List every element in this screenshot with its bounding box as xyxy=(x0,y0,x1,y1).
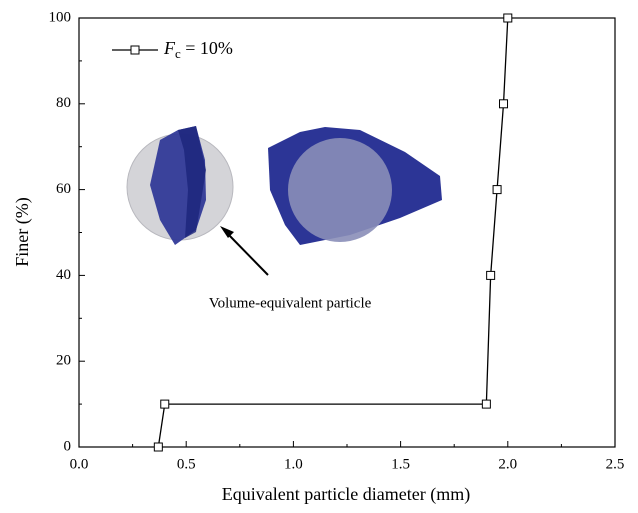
y-tick-label: 80 xyxy=(56,95,71,111)
data-point xyxy=(486,270,496,280)
annotation: Volume-equivalent particle xyxy=(209,295,372,311)
x-tick-label: 0.0 xyxy=(70,456,89,472)
sphere xyxy=(288,138,392,242)
y-tick-label: 40 xyxy=(56,267,71,283)
y-tick-label: 100 xyxy=(49,9,72,25)
particle-illustration xyxy=(126,126,442,276)
data-point xyxy=(492,185,502,195)
data-point xyxy=(499,99,509,109)
x-tick-label: 2.5 xyxy=(606,456,625,472)
data-point xyxy=(503,13,513,23)
data-point xyxy=(481,399,491,409)
x-tick-label: 1.5 xyxy=(391,456,410,472)
particle-shade xyxy=(178,126,206,238)
legend-marker xyxy=(130,45,140,55)
y-tick-label: 20 xyxy=(56,353,71,369)
data-point xyxy=(160,399,170,409)
annotation-arrow xyxy=(225,231,269,276)
y-tick-label: 0 xyxy=(64,438,72,454)
data-point xyxy=(153,442,163,452)
x-tick-label: 2.0 xyxy=(498,456,517,472)
x-tick-label: 0.5 xyxy=(177,456,196,472)
y-tick-label: 60 xyxy=(56,181,71,197)
x-axis-title: Equivalent particle diameter (mm) xyxy=(222,484,470,505)
y-axis-title: Finer (%) xyxy=(12,197,33,266)
arrow-head xyxy=(220,226,234,238)
legend-label: Fc = 10% xyxy=(163,38,233,61)
x-tick-label: 1.0 xyxy=(284,456,303,472)
